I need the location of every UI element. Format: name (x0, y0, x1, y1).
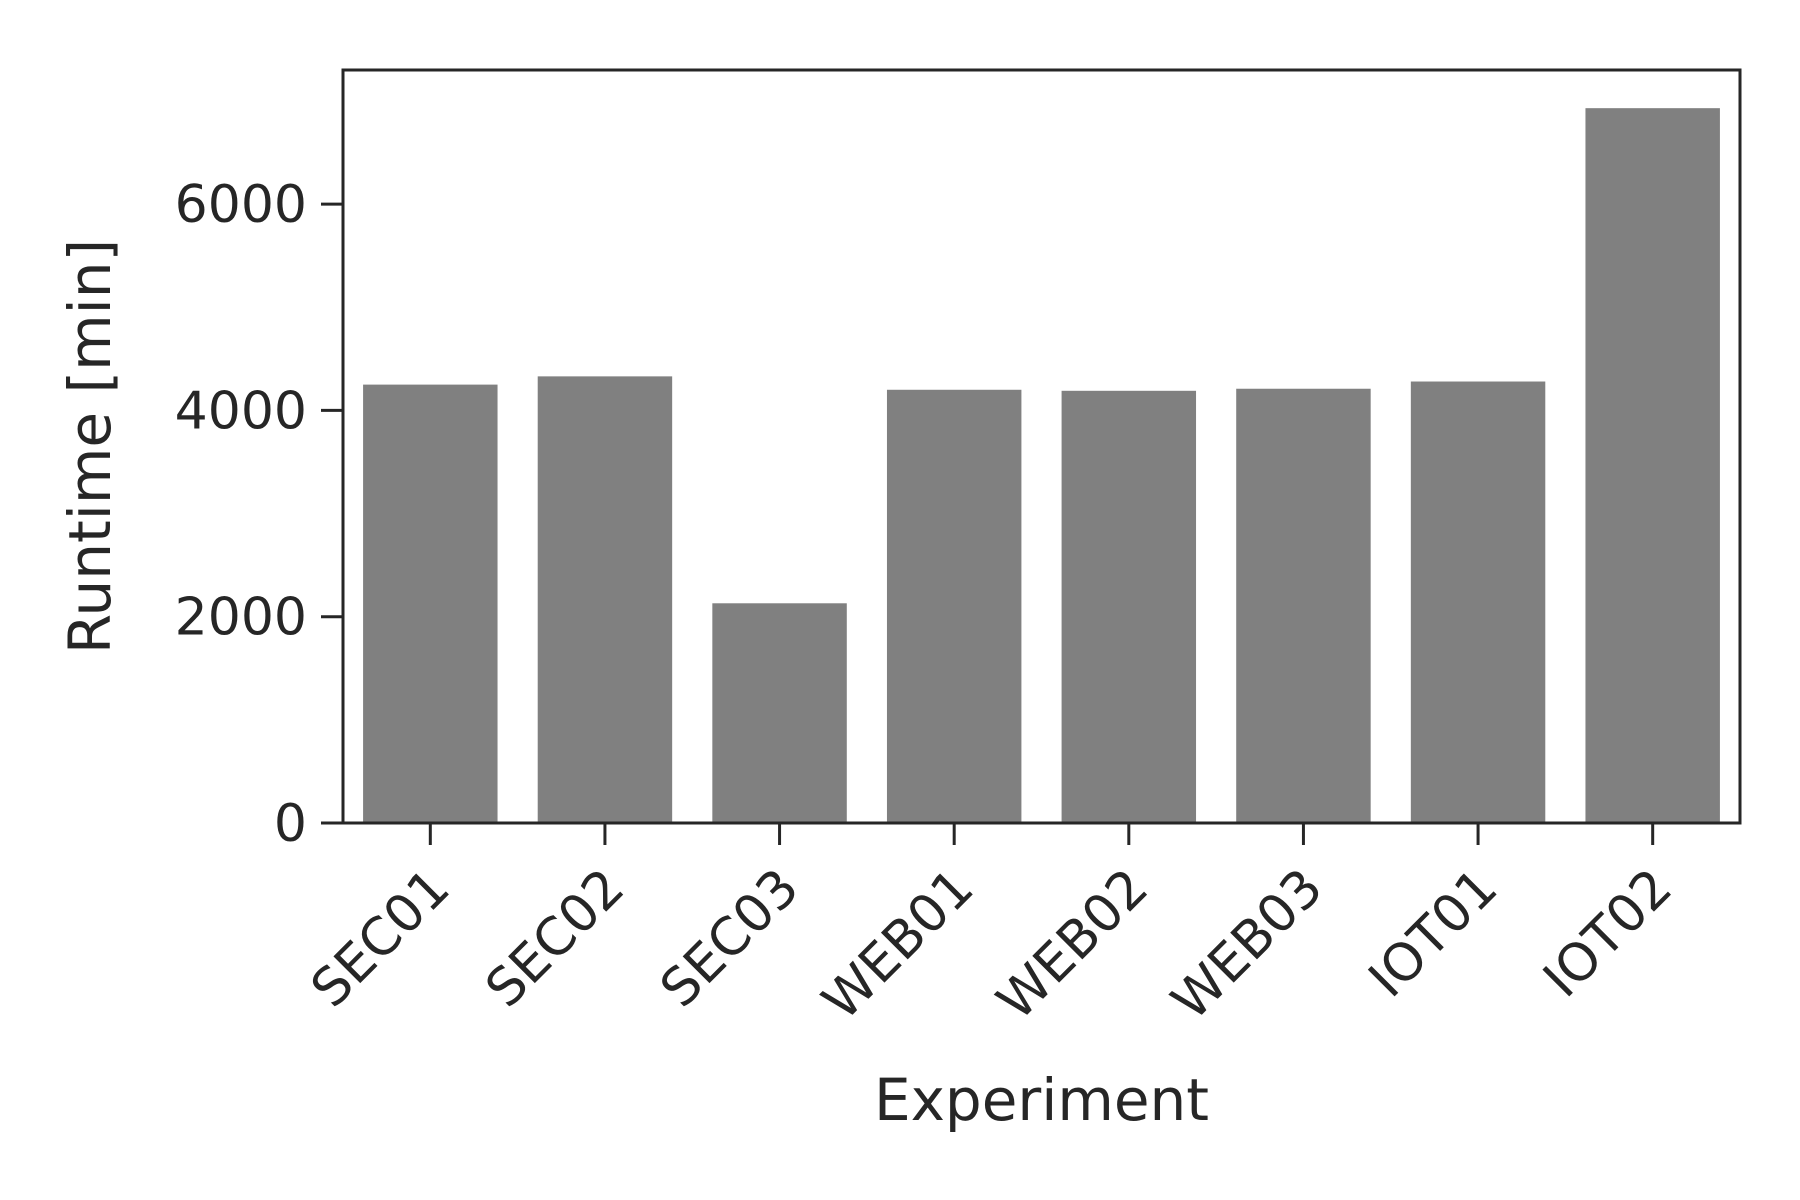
bar-iot02 (1585, 108, 1720, 823)
x-tick-label-iot02: IOT02 (1532, 858, 1683, 1009)
x-axis: SEC01 SEC02 SEC03 WEB01 WEB02 WEB03 IOT01 IOT02 (300, 823, 1684, 1032)
bars-layer (363, 108, 1720, 823)
x-tick-label-web02: WEB02 (986, 858, 1160, 1032)
bar-sec02 (537, 376, 673, 823)
x-tick-label-web03: WEB03 (1161, 858, 1335, 1032)
bar-sec03 (712, 603, 847, 823)
y-axis: 0 2000 4000 6000 (175, 175, 343, 854)
y-tick-label: 2000 (175, 588, 307, 648)
y-tick-label: 6000 (175, 175, 307, 235)
x-tick-label-sec02: SEC02 (475, 858, 636, 1019)
x-tick-label-web01: WEB01 (811, 858, 985, 1032)
x-tick-label-iot01: IOT01 (1358, 858, 1509, 1009)
bar-web01 (886, 389, 1022, 823)
bar-web03 (1236, 388, 1371, 823)
y-tick-label: 0 (274, 794, 307, 854)
x-tick-label-sec01: SEC01 (300, 858, 461, 1019)
x-axis-title: Experiment (874, 1066, 1209, 1134)
bar-sec01 (363, 384, 498, 823)
plot-frame (341, 68, 1742, 825)
y-tick-label: 4000 (175, 381, 307, 441)
bar-iot01 (1410, 381, 1546, 823)
bar-web02 (1061, 390, 1197, 823)
x-tick-label-sec03: SEC03 (649, 858, 810, 1019)
y-axis-title: Runtime [min] (56, 239, 124, 654)
